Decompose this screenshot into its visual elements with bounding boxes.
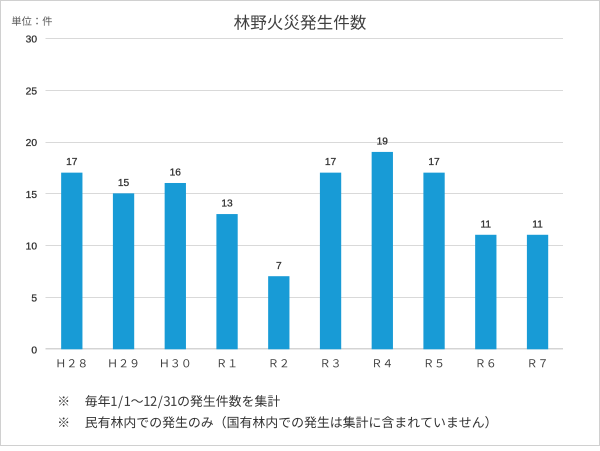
svg-text:0: 0 — [31, 345, 37, 356]
svg-text:17: 17 — [428, 157, 440, 168]
svg-text:7: 7 — [276, 261, 282, 272]
svg-text:25: 25 — [26, 86, 38, 97]
svg-text:20: 20 — [26, 138, 38, 149]
svg-text:10: 10 — [26, 242, 38, 253]
svg-text:15: 15 — [26, 190, 38, 201]
svg-text:11: 11 — [481, 219, 492, 230]
svg-text:17: 17 — [66, 157, 78, 168]
svg-text:19: 19 — [377, 137, 389, 148]
svg-text:16: 16 — [170, 168, 182, 179]
svg-text:5: 5 — [31, 294, 37, 305]
svg-text:11: 11 — [532, 219, 543, 230]
svg-text:13: 13 — [221, 199, 233, 210]
svg-text:15: 15 — [118, 178, 130, 189]
svg-text:17: 17 — [325, 157, 337, 168]
svg-text:30: 30 — [26, 35, 38, 46]
